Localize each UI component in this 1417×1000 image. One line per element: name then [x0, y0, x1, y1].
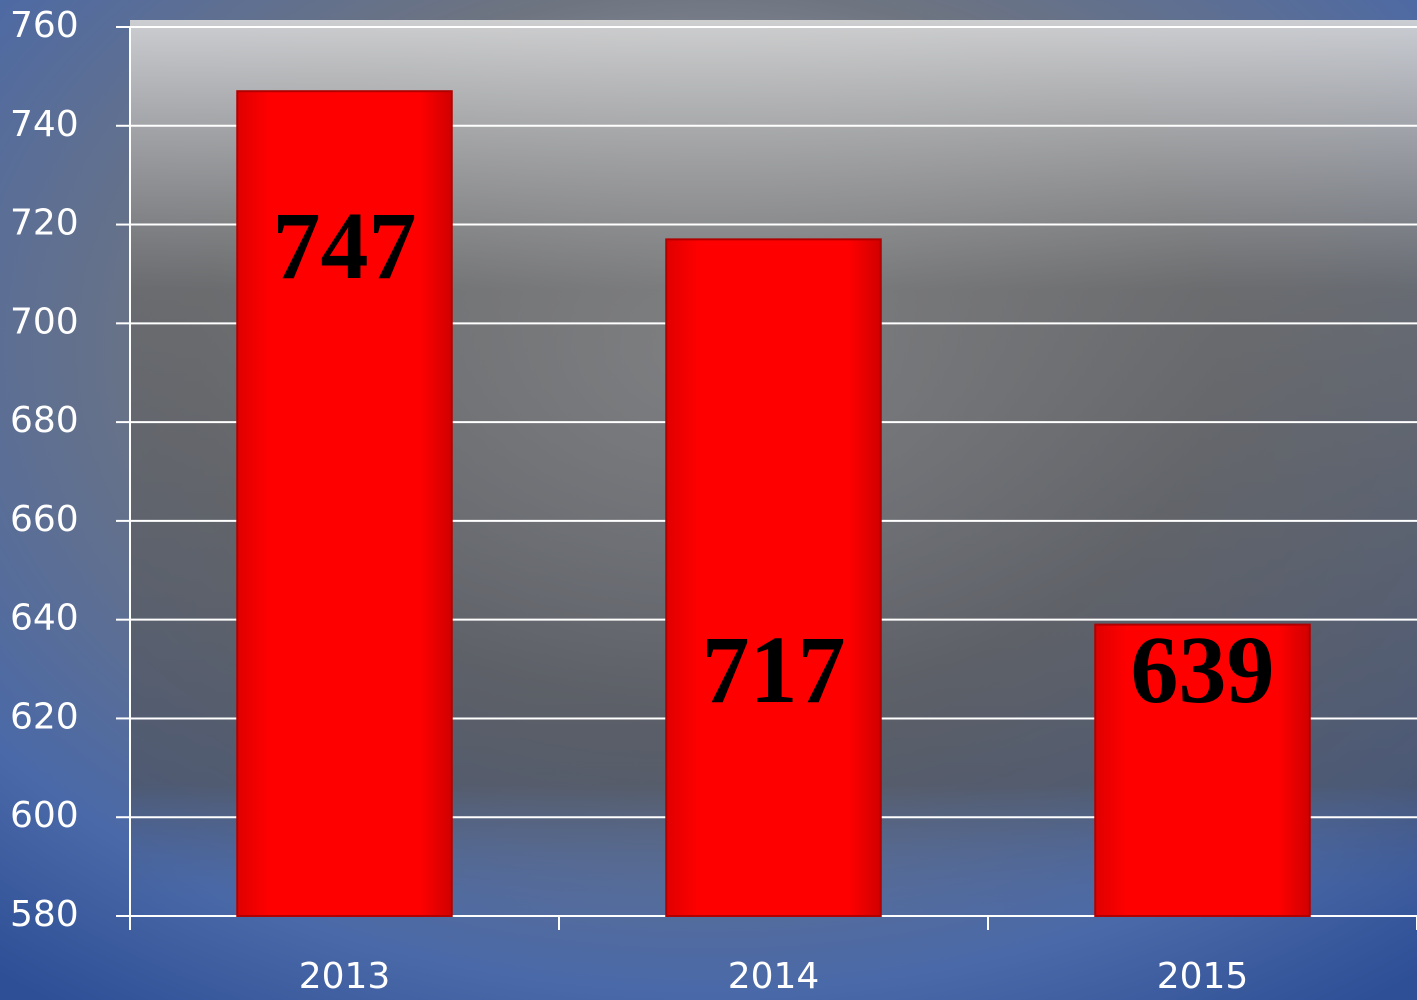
data-label: 747	[273, 192, 417, 299]
bar	[666, 239, 881, 916]
y-tick-label: 580	[10, 894, 79, 935]
chart: 580 600 620 640 660 680 700 720 740 760 2013 747 201…	[0, 0, 1417, 1000]
data-label: 639	[1131, 616, 1275, 723]
x-tick-label: 2015	[1157, 956, 1249, 997]
y-tick-label: 620	[10, 696, 79, 737]
y-tick-label: 640	[10, 598, 79, 639]
y-tick-label: 760	[10, 5, 79, 46]
y-tick-label: 600	[10, 795, 79, 836]
y-tick-label: 680	[10, 400, 79, 441]
data-label: 717	[702, 616, 846, 723]
y-tick-label: 720	[10, 203, 79, 244]
x-tick-label: 2013	[299, 956, 391, 997]
x-tick-label: 2014	[728, 956, 820, 997]
y-tick-label: 660	[10, 499, 79, 540]
page: 580 600 620 640 660 680 700 720 740 760 2013 747 201…	[0, 0, 1417, 1000]
y-tick-label: 740	[10, 104, 79, 145]
y-tick-label: 700	[10, 301, 79, 342]
